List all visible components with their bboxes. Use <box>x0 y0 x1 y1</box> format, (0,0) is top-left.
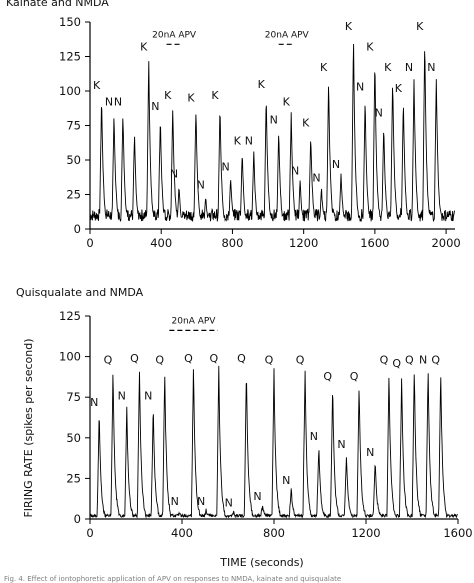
peak-label: N <box>245 134 253 147</box>
peak-label: Q <box>104 354 113 367</box>
peak-label: N <box>170 167 178 180</box>
y-tick-label: 125 <box>59 309 81 323</box>
peak-label: N <box>356 81 364 94</box>
peak-label: K <box>234 134 242 147</box>
peak-label: N <box>291 165 299 178</box>
x-tick-label: 400 <box>171 526 193 540</box>
peak-label: N <box>222 161 230 174</box>
peak-label: K <box>384 61 392 74</box>
peak-label: N <box>144 389 152 402</box>
peak-label: K <box>320 61 328 74</box>
peak-label: N <box>114 96 122 109</box>
peak-label: Q <box>350 370 359 383</box>
peak-label: K <box>258 78 266 91</box>
y-tick-label: 50 <box>66 431 81 445</box>
peak-label: Q <box>237 352 246 365</box>
peak-label: Q <box>392 357 401 370</box>
peak-label: Q <box>323 370 332 383</box>
peak-label: K <box>93 79 101 92</box>
firing-rate-trace <box>89 43 456 222</box>
peak-label: N <box>312 172 320 185</box>
peak-label: N <box>427 61 435 74</box>
peak-label: K <box>416 20 424 33</box>
peak-label: N <box>253 490 261 503</box>
peak-label: N <box>375 107 383 120</box>
y-tick-label: 25 <box>66 188 81 202</box>
peak-label: N <box>282 474 290 487</box>
top-panel-title: Kainate and NMDA <box>6 0 109 9</box>
peak-label: K <box>211 89 219 102</box>
peak-label: N <box>90 396 98 409</box>
y-tick-label: 125 <box>59 50 81 64</box>
peak-label: Q <box>405 354 414 367</box>
peak-label: K <box>345 20 353 33</box>
peak-label: N <box>197 179 205 192</box>
peak-label: K <box>302 116 310 129</box>
x-tick-label: 0 <box>86 236 93 250</box>
x-tick-label: 800 <box>263 526 285 540</box>
peak-label: K <box>283 96 291 109</box>
peak-label: Q <box>296 354 305 367</box>
apv-annotation-label: 20nA APV <box>152 30 197 40</box>
apv-annotation-label: 20nA APV <box>265 30 310 40</box>
peak-label: N <box>225 497 233 510</box>
x-tick-label: 1200 <box>289 236 318 250</box>
y-tick-label: 150 <box>59 15 81 29</box>
peak-label: N <box>419 354 427 367</box>
x-axis-label: TIME (seconds) <box>219 556 303 569</box>
peak-label: N <box>105 96 113 109</box>
y-tick-label: 25 <box>66 471 81 485</box>
peak-label: N <box>366 446 374 459</box>
x-tick-label: 1600 <box>360 236 389 250</box>
peak-label: N <box>118 389 126 402</box>
peak-label: N <box>332 158 340 171</box>
peak-label: Q <box>209 352 218 365</box>
y-tick-label: 0 <box>74 222 81 236</box>
peak-label: K <box>140 41 148 54</box>
peak-label: Q <box>265 354 274 367</box>
firing-rate-trace <box>89 365 458 519</box>
x-tick-label: 800 <box>221 236 243 250</box>
peak-label: Q <box>184 352 193 365</box>
y-tick-label: 75 <box>66 119 81 133</box>
figure-caption-fragment: Fig. 4. Effect of iontophoretic applicat… <box>4 575 341 583</box>
x-tick-label: 1600 <box>443 526 472 540</box>
y-tick-label: 100 <box>59 84 81 98</box>
y-tick-label: 50 <box>66 153 81 167</box>
peak-label: N <box>270 114 278 127</box>
peak-label: Q <box>431 354 440 367</box>
x-tick-label: 0 <box>86 526 93 540</box>
peak-label: N <box>310 430 318 443</box>
y-axis-label: FIRING RATE (spikes per second) <box>22 338 35 517</box>
peak-label: Q <box>155 354 164 367</box>
peak-label: K <box>164 89 172 102</box>
y-tick-label: 0 <box>74 512 81 526</box>
peak-label: N <box>405 61 413 74</box>
x-tick-label: 1200 <box>351 526 380 540</box>
peak-label: K <box>366 41 374 54</box>
peak-label: Q <box>380 354 389 367</box>
x-tick-label: 2000 <box>431 236 460 250</box>
peak-label: K <box>395 82 403 95</box>
peak-label: N <box>197 495 205 508</box>
peak-label: Q <box>130 352 139 365</box>
peak-label: K <box>187 92 195 105</box>
x-tick-label: 400 <box>150 236 172 250</box>
bottom-panel-title: Quisqualate and NMDA <box>16 286 144 299</box>
peak-label: N <box>337 438 345 451</box>
y-tick-label: 75 <box>66 390 81 404</box>
y-tick-label: 100 <box>59 350 81 364</box>
peak-label: N <box>171 495 179 508</box>
peak-label: N <box>151 100 159 113</box>
apv-annotation-label: 20nA APV <box>172 316 217 326</box>
